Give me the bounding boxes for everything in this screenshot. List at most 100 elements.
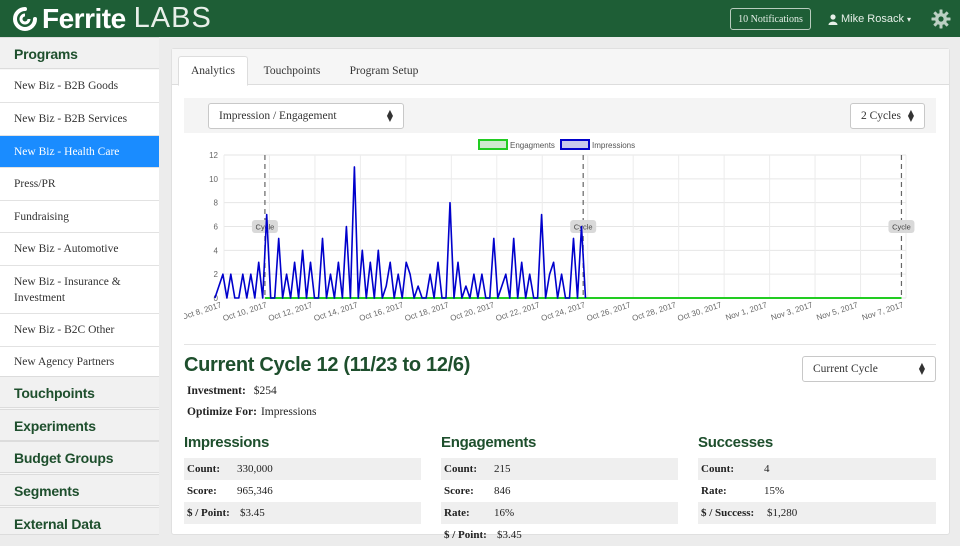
tab-analytics[interactable]: Analytics xyxy=(178,56,248,86)
stat-label: Count: xyxy=(444,463,478,475)
brand-logo[interactable]: Ferrite LABS xyxy=(12,2,212,35)
sidebar-section-experiments[interactable]: Experiments xyxy=(0,409,159,441)
y-tick-label: 0 xyxy=(214,294,219,303)
investment-label: Investment: xyxy=(187,385,246,397)
stat-value: 16% xyxy=(494,507,515,519)
x-tick-label: Oct 28, 2017 xyxy=(631,300,678,323)
x-tick-label: Oct 26, 2017 xyxy=(585,300,632,323)
metric-select[interactable]: Impression / Engagement ▲ ▼ xyxy=(208,103,404,129)
stat-label: Score: xyxy=(187,485,217,497)
stat-label: $ / Point: xyxy=(444,529,487,541)
cycle-select[interactable]: Current Cycle ▲ ▼ xyxy=(802,356,936,382)
x-tick-label: Oct 20, 2017 xyxy=(449,300,496,323)
user-menu[interactable]: Mike Rosack ▾ xyxy=(828,8,911,30)
investment-value: $254 xyxy=(253,385,277,397)
cycle-marker-label: Cycle xyxy=(256,223,275,232)
x-tick-label: Oct 30, 2017 xyxy=(676,300,723,323)
stat-row: $ / Point: $3.45 xyxy=(441,524,678,546)
chevron-down-icon: ▾ xyxy=(906,14,911,24)
cycle-select-value: Current Cycle xyxy=(813,363,878,375)
user-name: Mike Rosack xyxy=(841,13,904,25)
stat-label: Count: xyxy=(701,463,735,475)
cycles-select-value: 2 Cycles xyxy=(861,110,901,122)
legend-swatch-engagements xyxy=(478,139,508,150)
chart-legend: Engagments Impressions xyxy=(478,139,635,150)
x-tick-label: Oct 18, 2017 xyxy=(404,300,451,323)
stat-row: Rate: 15% xyxy=(698,480,936,502)
brand-suffix: LABS xyxy=(133,2,212,34)
stat-value: $3.45 xyxy=(240,507,265,519)
stat-row: Count: 215 xyxy=(441,458,678,480)
stat-value: 15% xyxy=(764,485,785,497)
stat-row: $ / Point: $3.45 xyxy=(184,502,421,524)
stat-row: Score: 965,346 xyxy=(184,480,421,502)
user-icon xyxy=(828,13,838,25)
ferrite-logo-icon xyxy=(13,6,37,31)
sidebar-item-b2b-goods[interactable]: New Biz - B2B Goods xyxy=(0,70,159,103)
x-tick-label: Oct 16, 2017 xyxy=(358,300,405,323)
stat-label: Rate: xyxy=(444,507,470,519)
impressions-series-line xyxy=(214,166,587,299)
sidebar-section-programs[interactable]: Programs xyxy=(0,37,159,69)
select-arrows-icon: ▲ ▼ xyxy=(918,361,925,376)
stat-label: Count: xyxy=(187,463,221,475)
stat-value: 4 xyxy=(764,463,770,475)
sidebar-item-insurance-investment[interactable]: New Biz - Insurance & Investment xyxy=(0,266,159,314)
gear-icon[interactable] xyxy=(931,9,951,29)
x-tick-label: Oct 10, 2017 xyxy=(222,300,269,323)
x-tick-label: Nov 5, 2017 xyxy=(815,300,859,322)
legend-label-engagements: Engagments xyxy=(510,141,555,150)
x-tick-label: Nov 7, 2017 xyxy=(861,300,905,322)
stat-label: $ / Success: xyxy=(701,507,755,519)
engagement-impression-chart: Engagments Impressions 0 2 4 6 8 10 12 Oct 8, … xyxy=(184,139,915,323)
x-tick-label: Oct 8, 2017 xyxy=(184,300,223,322)
stat-row: Count: 330,000 xyxy=(184,458,421,480)
cycle-marker-label: Cycle xyxy=(892,223,911,232)
engagements-heading: Engagements xyxy=(441,434,537,451)
sidebar-item-agency-partners[interactable]: New Agency Partners xyxy=(0,347,159,377)
x-tick-label: Oct 24, 2017 xyxy=(540,300,587,323)
impressions-heading: Impressions xyxy=(184,434,270,451)
select-arrows-icon: ▲ ▼ xyxy=(386,108,393,123)
cycle-marker-badge xyxy=(888,220,915,233)
stat-row: Score: 846 xyxy=(441,480,678,502)
y-tick-label: 6 xyxy=(214,223,219,232)
investment-line: Investment: $254 xyxy=(187,385,277,397)
stat-label: $ / Point: xyxy=(187,507,230,519)
cycle-marker-badge xyxy=(251,220,278,233)
top-navbar xyxy=(0,0,960,37)
sidebar-item-automotive[interactable]: New Biz - Automotive xyxy=(0,233,159,266)
legend-label-impressions: Impressions xyxy=(592,141,635,150)
sidebar-section-segments[interactable]: Segments xyxy=(0,474,159,506)
y-tick-label: 12 xyxy=(209,151,218,160)
sidebar-item-press-pr[interactable]: Press/PR xyxy=(0,168,159,201)
section-divider xyxy=(184,344,936,345)
cycle-marker-badge xyxy=(570,220,597,233)
tab-touchpoints[interactable]: Touchpoints xyxy=(263,65,321,77)
x-tick-label: Oct 12, 2017 xyxy=(267,300,314,323)
stat-label: Score: xyxy=(444,485,474,497)
sidebar-item-fundraising[interactable]: Fundraising xyxy=(0,201,159,233)
optimize-value: Impressions xyxy=(260,406,317,418)
sidebar-item-b2c-other[interactable]: New Biz - B2C Other xyxy=(0,314,159,347)
stat-value: $3.45 xyxy=(497,529,522,541)
sidebar-item-b2b-services[interactable]: New Biz - B2B Services xyxy=(0,103,159,136)
x-tick-label: Nov 3, 2017 xyxy=(770,300,814,322)
sidebar-section-budget-groups[interactable]: Budget Groups xyxy=(0,441,159,473)
notifications-button[interactable]: 10 Notifications xyxy=(730,8,811,30)
tab-program-setup[interactable]: Program Setup xyxy=(349,65,419,77)
y-tick-label: 10 xyxy=(209,175,218,184)
current-cycle-title: Current Cycle 12 (11/23 to 12/6) xyxy=(184,354,471,376)
sidebar-section-touchpoints[interactable]: Touchpoints xyxy=(0,376,159,408)
stat-value: 215 xyxy=(494,463,511,475)
cycles-select[interactable]: 2 Cycles ▲ ▼ xyxy=(850,103,925,129)
optimize-line: Optimize For: Impressions xyxy=(187,406,317,418)
y-tick-label: 4 xyxy=(214,246,219,255)
brand-name: Ferrite xyxy=(42,2,126,34)
metric-select-value: Impression / Engagement xyxy=(219,110,337,122)
optimize-label: Optimize For: xyxy=(187,406,257,418)
cycle-marker-label: Cycle xyxy=(574,223,593,232)
sidebar-item-health-care[interactable]: New Biz - Health Care xyxy=(0,136,159,168)
sidebar-section-external-data[interactable]: External Data xyxy=(0,507,159,535)
stat-label: Rate: xyxy=(701,485,727,497)
